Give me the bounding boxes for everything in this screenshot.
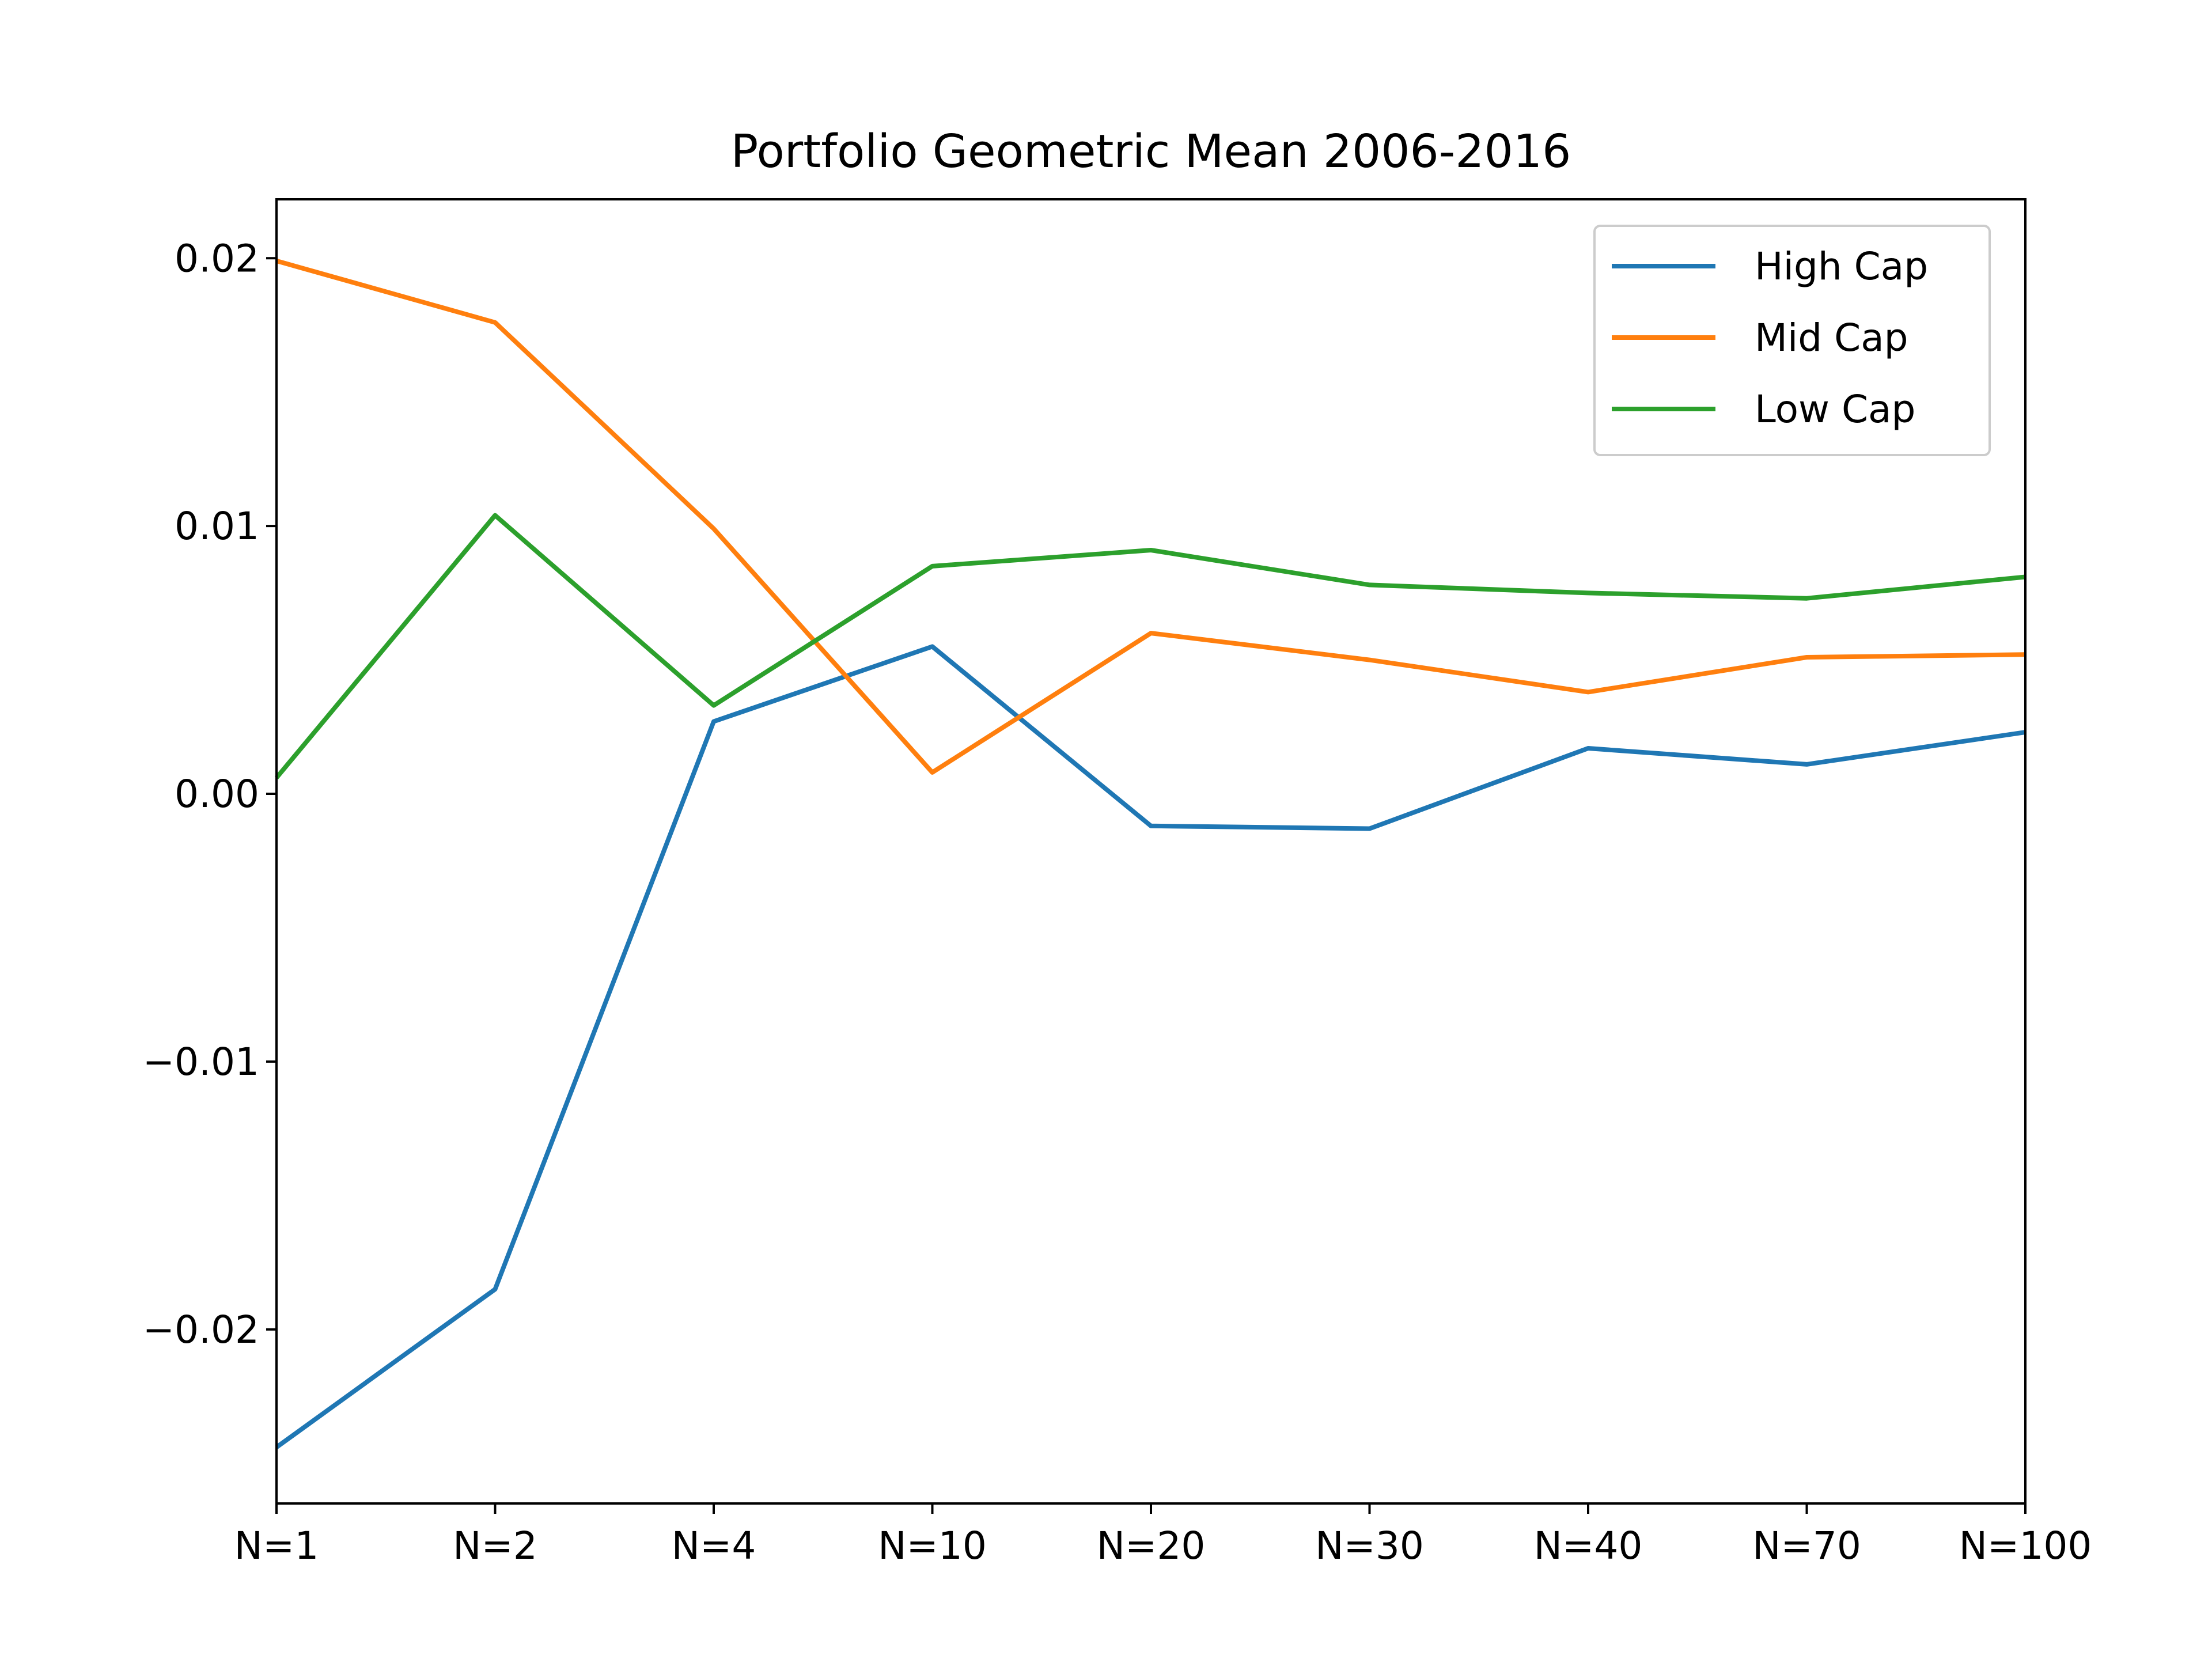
y-axis: −0.02 −0.01 0.00 0.01 0.02 [143, 236, 276, 1352]
series-layer [274, 259, 2026, 1449]
legend-label-mid-cap: Mid Cap [1755, 316, 1908, 360]
y-tick-label: 0.00 [175, 772, 259, 816]
x-tick-label: N=2 [453, 1524, 537, 1568]
legend-box [1593, 225, 1991, 456]
x-tick-label: N=4 [672, 1524, 756, 1568]
y-tick-label: 0.02 [175, 236, 259, 281]
series-line-low-cap [274, 513, 2026, 779]
series-line-mid-cap [275, 259, 2026, 775]
x-tick-label: N=1 [234, 1524, 319, 1568]
y-tick-label: −0.02 [143, 1308, 259, 1352]
x-axis: N=1 N=2 N=4 N=10 N=20 N=30 N=40 N=70 N=100 [234, 1503, 2092, 1568]
x-tick-label: N=40 [1534, 1524, 1643, 1568]
series-line-high-cap [275, 644, 2026, 1449]
y-tick-label: −0.01 [143, 1040, 259, 1084]
x-tick-label: N=30 [1315, 1524, 1424, 1568]
x-tick-label: N=70 [1752, 1524, 1861, 1568]
x-tick-label: N=100 [1959, 1524, 2092, 1568]
x-tick-label: N=10 [878, 1524, 987, 1568]
x-tick-label: N=20 [1097, 1524, 1206, 1568]
y-tick-label: 0.01 [175, 504, 259, 548]
legend-label-high-cap: High Cap [1755, 244, 1928, 289]
chart-title: Portfolio Geometric Mean 2006-2016 [731, 125, 1571, 178]
legend-label-low-cap: Low Cap [1755, 387, 1915, 431]
legend: High Cap Mid Cap Low Cap [1593, 225, 1991, 456]
